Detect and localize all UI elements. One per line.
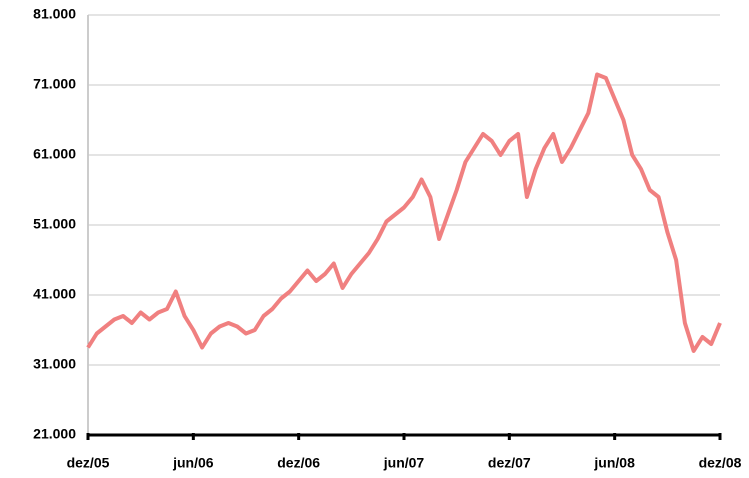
x-tick-label: dez/05: [67, 455, 110, 471]
x-tick-label: dez/08: [699, 455, 742, 471]
y-tick-label: 61.000: [33, 146, 76, 162]
x-tick-label: jun/06: [172, 455, 214, 471]
data-line: [86, 72, 722, 353]
y-tick-label: 71.000: [33, 76, 76, 92]
x-tick-label: dez/07: [488, 455, 531, 471]
y-tick-label: 41.000: [33, 286, 76, 302]
x-tick-label: jun/07: [383, 455, 425, 471]
y-tick-label: 21.000: [33, 426, 76, 442]
y-tick-label: 31.000: [33, 356, 76, 372]
x-tick-label: dez/06: [277, 455, 320, 471]
x-tick-label: jun/08: [593, 455, 635, 471]
y-tick-label: 51.000: [33, 216, 76, 232]
y-tick-label: 81.000: [33, 6, 76, 22]
